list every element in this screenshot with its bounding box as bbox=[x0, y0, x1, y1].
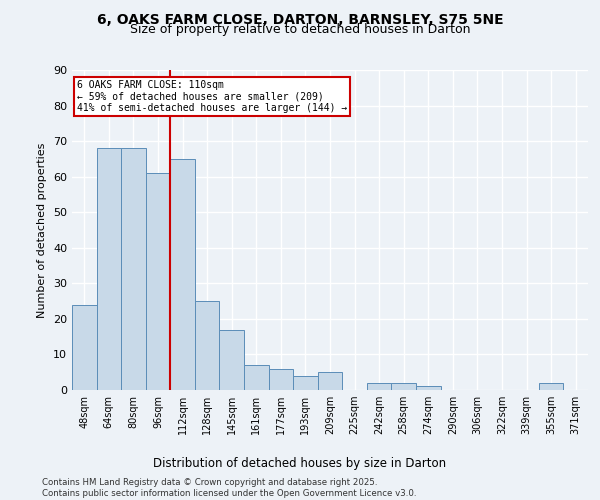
Bar bbox=[318, 372, 342, 390]
Bar bbox=[367, 383, 391, 390]
Bar bbox=[269, 368, 293, 390]
Bar bbox=[121, 148, 146, 390]
Bar bbox=[293, 376, 318, 390]
Bar bbox=[146, 173, 170, 390]
Bar bbox=[220, 330, 244, 390]
Bar bbox=[97, 148, 121, 390]
Bar bbox=[244, 365, 269, 390]
Y-axis label: Number of detached properties: Number of detached properties bbox=[37, 142, 47, 318]
Bar bbox=[195, 301, 220, 390]
Text: 6 OAKS FARM CLOSE: 110sqm
← 59% of detached houses are smaller (209)
41% of semi: 6 OAKS FARM CLOSE: 110sqm ← 59% of detac… bbox=[77, 80, 347, 113]
Text: Contains HM Land Registry data © Crown copyright and database right 2025.
Contai: Contains HM Land Registry data © Crown c… bbox=[42, 478, 416, 498]
Text: Size of property relative to detached houses in Darton: Size of property relative to detached ho… bbox=[130, 22, 470, 36]
Text: 6, OAKS FARM CLOSE, DARTON, BARNSLEY, S75 5NE: 6, OAKS FARM CLOSE, DARTON, BARNSLEY, S7… bbox=[97, 12, 503, 26]
Bar bbox=[539, 383, 563, 390]
Text: Distribution of detached houses by size in Darton: Distribution of detached houses by size … bbox=[154, 458, 446, 470]
Bar bbox=[170, 159, 195, 390]
Bar bbox=[72, 304, 97, 390]
Bar bbox=[416, 386, 440, 390]
Bar bbox=[391, 383, 416, 390]
